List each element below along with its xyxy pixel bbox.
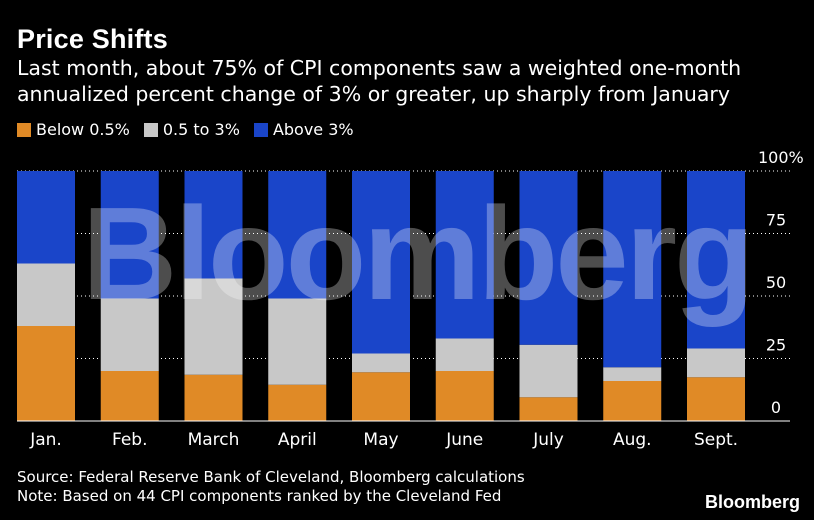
legend-swatch-below (17, 122, 31, 137)
legend-item-above: Above 3% (253, 120, 354, 139)
bar-segment-0-5-to-3 (352, 353, 410, 373)
legend-label-above: Above 3% (272, 120, 354, 139)
x-tick-label: April (278, 430, 317, 450)
bar-segment-above-3 (100, 171, 159, 299)
x-tick-label: June (445, 430, 483, 450)
bar-segment-below-0-5 (435, 371, 494, 421)
bar-segment-0-5-to-3 (100, 298, 159, 371)
x-tick-label: May (363, 430, 398, 450)
bar-segment-above-3 (603, 171, 662, 368)
bar-segment-above-3 (687, 171, 745, 349)
y-tick-label: 25 (766, 336, 786, 355)
chart-subtitle: Last month, about 75% of CPI components … (17, 56, 742, 106)
bar-segment-above-3 (184, 171, 243, 279)
x-tick-label: Feb. (112, 430, 148, 450)
source-text: Source: Federal Reserve Bank of Clevelan… (17, 468, 525, 486)
bar-segment-below-0-5 (687, 377, 745, 421)
x-tick-label: July (532, 430, 564, 450)
note-text: Note: Based on 44 CPI components ranked … (17, 487, 502, 505)
legend: Below 0.5% 0.5 to 3% Above 3% (17, 120, 354, 139)
x-tick-label: Sept. (694, 430, 738, 450)
legend-swatch-mid (143, 122, 158, 137)
y-tick-label: 0 (771, 398, 781, 417)
bar-segment-below-0-5 (268, 384, 327, 421)
y-tick-label: 75 (766, 211, 786, 230)
bar-segment-0-5-to-3 (435, 338, 494, 371)
bar-segment-above-3 (268, 171, 327, 299)
bar-segment-below-0-5 (100, 371, 159, 421)
legend-item-mid: 0.5 to 3% (143, 120, 240, 139)
bar-segment-below-0-5 (519, 397, 578, 421)
bar-segment-below-0-5 (352, 372, 410, 421)
x-tick-label: March (188, 430, 240, 450)
legend-label-below: Below 0.5% (36, 120, 130, 139)
legend-swatch-above (253, 122, 268, 137)
bar-segment-0-5-to-3 (603, 367, 662, 381)
bar-segment-0-5-to-3 (184, 278, 243, 375)
x-tick-label: Jan. (29, 430, 62, 450)
bar-segment-above-3 (435, 171, 494, 339)
chart-title: Price Shifts (17, 24, 168, 54)
x-tick-label: Aug. (613, 430, 652, 450)
bar-segment-above-3 (17, 171, 75, 264)
bar-segment-below-0-5 (17, 326, 75, 421)
bloomberg-logo: Bloomberg (704, 492, 800, 512)
legend-label-mid: 0.5 to 3% (162, 120, 240, 139)
legend-item-below: Below 0.5% (17, 120, 130, 139)
bar-segment-0-5-to-3 (687, 348, 745, 378)
bar-segment-below-0-5 (184, 374, 243, 421)
bar-segment-above-3 (519, 171, 578, 345)
bar-segment-below-0-5 (603, 381, 662, 421)
bar-segment-0-5-to-3 (519, 344, 578, 398)
bar-segment-0-5-to-3 (17, 263, 75, 326)
y-tick-label: 100% (758, 148, 804, 167)
chart-footer: Source: Federal Reserve Bank of Clevelan… (17, 468, 525, 506)
stacked-bar-chart: Jan. Feb. March April May June July Aug. Sept. 0 2… (17, 148, 804, 450)
bar-segment-above-3 (352, 171, 410, 354)
y-tick-label: 50 (766, 273, 786, 292)
bar-segment-0-5-to-3 (268, 298, 327, 385)
